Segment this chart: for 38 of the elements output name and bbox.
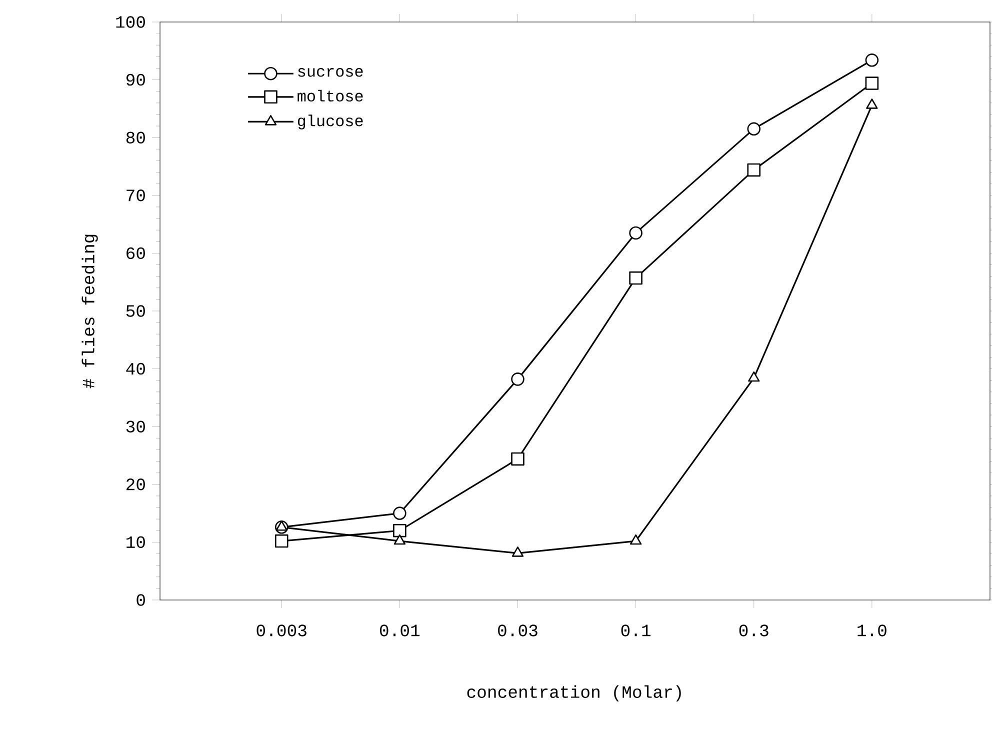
point — [276, 520, 288, 531]
point — [747, 122, 761, 136]
point — [865, 54, 879, 67]
y-tick-label: 80 — [126, 132, 145, 144]
x-axis-title: concentration (Molar) — [467, 685, 681, 702]
y-tick-label: 100 — [116, 16, 145, 28]
legend-label: glucose — [298, 114, 363, 130]
x-tick-label: 0.01 — [380, 624, 420, 636]
y-tick-label: 10 — [126, 536, 145, 548]
point — [511, 372, 524, 386]
point — [748, 371, 760, 382]
point — [274, 534, 288, 548]
x-tick-label: 0.003 — [256, 624, 306, 636]
x-tick-label: 0.3 — [739, 624, 768, 636]
x-tick-label: 0.1 — [621, 624, 651, 636]
y-tick-label: 70 — [126, 190, 145, 202]
x-tick-label: 1.0 — [858, 624, 886, 636]
point — [629, 271, 642, 285]
point — [393, 524, 406, 538]
point — [865, 76, 879, 90]
legend-label: sucrose — [298, 68, 363, 77]
y-tick-label: 0 — [136, 594, 145, 606]
y-tick-label: 90 — [126, 74, 145, 86]
point — [394, 534, 406, 545]
legend-label: moltose — [298, 90, 363, 102]
y-tick-label: 50 — [126, 305, 145, 317]
y-axis-title: # flies feeding — [82, 234, 98, 388]
point — [512, 546, 524, 557]
y-tick-label: 40 — [126, 362, 145, 375]
point — [747, 163, 761, 177]
y-tick-label: 60 — [126, 247, 145, 260]
point — [630, 534, 642, 545]
point — [629, 226, 642, 240]
point — [511, 452, 524, 466]
y-tick-label: 30 — [126, 420, 145, 432]
x-tick-label: 0.03 — [498, 624, 538, 636]
y-tick-label: 20 — [126, 478, 145, 490]
point — [393, 506, 406, 520]
